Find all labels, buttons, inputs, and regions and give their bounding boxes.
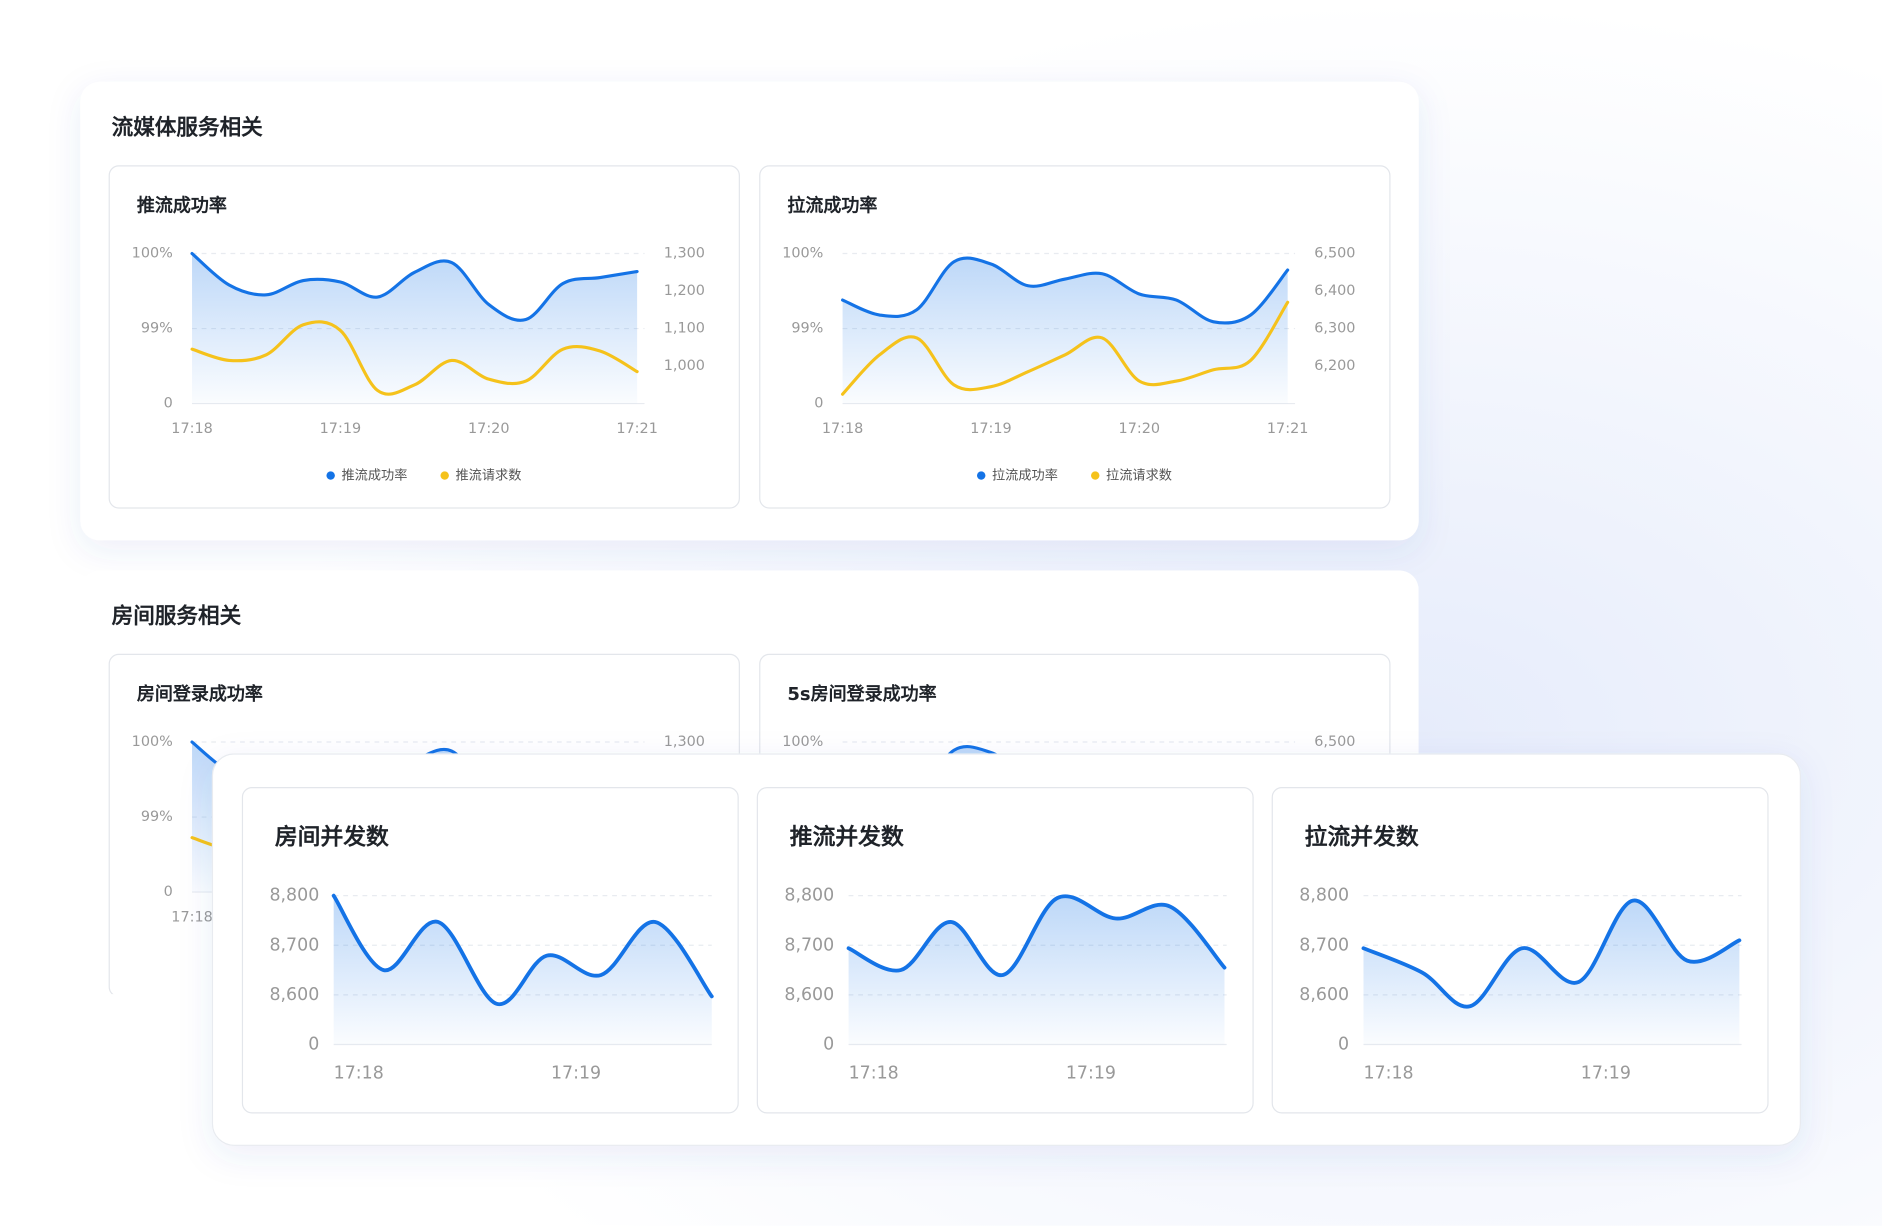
y2-tick-label: 6,500	[1314, 246, 1355, 262]
line	[190, 251, 639, 322]
chart-title: 拉流成功率	[787, 195, 877, 217]
x-tick-label: 17:18	[334, 1063, 384, 1083]
chart-title: 房间登录成功率	[137, 683, 263, 705]
y-tick-label: 0	[823, 1034, 834, 1054]
section-title: 流媒体服务相关	[112, 115, 264, 141]
y-tick-label: 0	[164, 884, 173, 900]
y-tick-label: 0	[164, 396, 173, 412]
x-tick-label: 17:19	[320, 421, 361, 437]
y-tick-label: 100%	[132, 246, 173, 262]
legend-swatch	[326, 471, 335, 480]
y2-tick-label: 1,100	[664, 321, 705, 337]
y-tick-label: 8,600	[784, 985, 834, 1005]
line	[841, 256, 1290, 325]
x-tick-label: 17:18	[849, 1063, 899, 1083]
y-tick-label: 99%	[141, 321, 173, 337]
y-tick-label: 8,700	[1299, 935, 1349, 955]
x-tick-label: 17:19	[970, 421, 1011, 437]
y2-tick-label: 1,000	[664, 358, 705, 374]
y2-tick-label: 6,300	[1314, 321, 1355, 337]
chart-title: 房间并发数	[275, 824, 389, 851]
y2-tick-label: 6,200	[1314, 358, 1355, 374]
line	[190, 320, 639, 396]
x-tick-label: 17:19	[1066, 1063, 1116, 1083]
chart-title: 拉流并发数	[1305, 824, 1419, 851]
y2-tick-label: 6,400	[1314, 283, 1355, 299]
y-tick-label: 0	[814, 396, 823, 412]
x-tick-label: 17:21	[616, 421, 657, 437]
chart-title: 5s房间登录成功率	[787, 683, 936, 705]
y-tick-label: 8,700	[269, 935, 319, 955]
y-tick-label: 0	[1338, 1034, 1349, 1054]
line	[841, 300, 1290, 396]
y-tick-label: 100%	[132, 734, 173, 750]
x-tick-label: 17:18	[171, 421, 212, 437]
line	[1361, 898, 1742, 1009]
y-tick-label: 8,700	[784, 935, 834, 955]
x-tick-label: 17:20	[1119, 421, 1160, 437]
y2-tick-label: 6,500	[1314, 734, 1355, 750]
x-tick-label: 17:18	[1363, 1063, 1413, 1083]
y-tick-label: 8,800	[784, 886, 834, 906]
legend-label: 推流请求数	[455, 468, 521, 484]
legend-label: 拉流成功率	[992, 467, 1058, 484]
y-tick-label: 8,800	[269, 886, 319, 906]
area	[842, 258, 1288, 404]
area	[333, 895, 712, 1045]
legend-swatch	[440, 471, 449, 480]
line	[331, 893, 714, 1006]
legend-swatch	[977, 471, 986, 480]
y2-tick-label: 1,200	[664, 283, 705, 299]
card-streaming: 流媒体服务相关 推流成功率 100% 99% 0 1,300 1,200 1,100 1,00…	[80, 81, 1419, 541]
area	[192, 253, 638, 404]
legend-label: 拉流请求数	[1106, 468, 1172, 484]
legend-swatch	[1091, 471, 1100, 480]
line	[846, 894, 1227, 977]
y-tick-label: 100%	[782, 246, 823, 262]
y-tick-label: 8,600	[1299, 985, 1349, 1005]
x-tick-label: 17:18	[171, 909, 212, 925]
y2-tick-label: 1,300	[664, 734, 705, 750]
chart-title: 推流成功率	[137, 195, 227, 217]
y-tick-label: 99%	[791, 321, 823, 337]
y-tick-label: 99%	[141, 809, 173, 825]
y-tick-label: 8,600	[269, 985, 319, 1005]
x-tick-label: 17:19	[551, 1063, 601, 1083]
area	[848, 896, 1225, 1045]
y-tick-label: 0	[308, 1034, 319, 1054]
legend-label: 推流成功率	[341, 467, 407, 484]
chart-title: 推流并发数	[790, 824, 904, 851]
x-tick-label: 17:20	[468, 421, 509, 437]
y2-tick-label: 1,300	[664, 246, 705, 262]
section-title: 房间服务相关	[112, 603, 242, 629]
y-tick-label: 100%	[782, 734, 823, 750]
y-tick-label: 8,800	[1299, 886, 1349, 906]
x-tick-label: 17:21	[1267, 421, 1308, 437]
card-concurrency: 房间并发数 8,800 8,700 8,600 0 17:18 17:19 推流并发数 8,80…	[211, 753, 1801, 1146]
x-tick-label: 17:19	[1581, 1063, 1631, 1083]
area	[1363, 900, 1740, 1045]
x-tick-label: 17:18	[822, 421, 863, 437]
